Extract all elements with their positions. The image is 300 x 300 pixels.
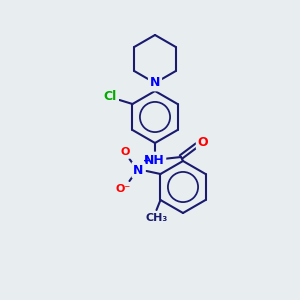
- Text: NH: NH: [144, 154, 164, 166]
- Text: O: O: [198, 136, 208, 148]
- Text: O⁻: O⁻: [116, 184, 131, 194]
- Text: O: O: [121, 147, 130, 157]
- Text: Cl: Cl: [104, 91, 117, 103]
- Text: +: +: [143, 156, 152, 166]
- Text: CH₃: CH₃: [146, 213, 168, 223]
- Text: N: N: [150, 76, 160, 89]
- Text: N: N: [133, 164, 144, 176]
